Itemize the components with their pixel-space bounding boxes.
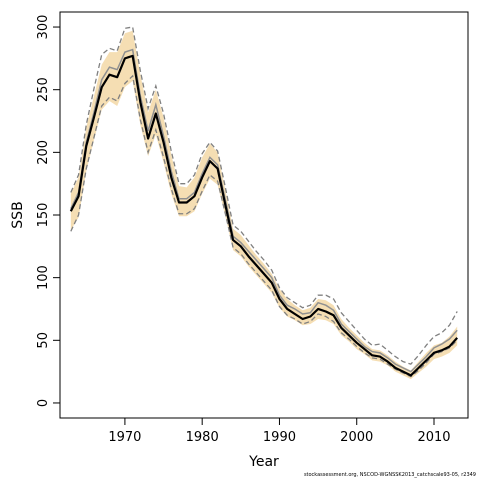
y-tick-label: 50 xyxy=(36,332,51,349)
x-tick-label: 2000 xyxy=(340,430,373,445)
ssb-estimate-line xyxy=(69,54,459,377)
y-tick-label: 150 xyxy=(36,203,51,228)
y-tick-label: 0 xyxy=(36,399,51,407)
y-tick-label: 250 xyxy=(36,77,51,102)
axes: 1970 1980 1990 2000 2010 0 50 100 150 200 250 300 xyxy=(36,15,451,445)
y-tick-label: 100 xyxy=(36,265,51,290)
footer-note: stockassessment.org, NSCOD-WGNSSK2013_ca… xyxy=(303,472,476,478)
x-tick-label: 1990 xyxy=(263,430,296,445)
alt-lower-line xyxy=(70,74,458,378)
y-tick-label: 200 xyxy=(36,140,51,165)
alt-estimate-line xyxy=(70,48,458,373)
x-tick-label: 1970 xyxy=(108,430,141,445)
x-tick-label: 1980 xyxy=(186,430,219,445)
plot-area xyxy=(69,26,459,380)
y-tick-label: 300 xyxy=(36,15,51,40)
x-tick-label: 2010 xyxy=(417,430,450,445)
y-axis-label: SSB xyxy=(10,201,26,228)
alt-upper-line xyxy=(70,26,458,365)
x-axis-label: Year xyxy=(248,454,279,470)
confidence-band xyxy=(70,30,458,380)
